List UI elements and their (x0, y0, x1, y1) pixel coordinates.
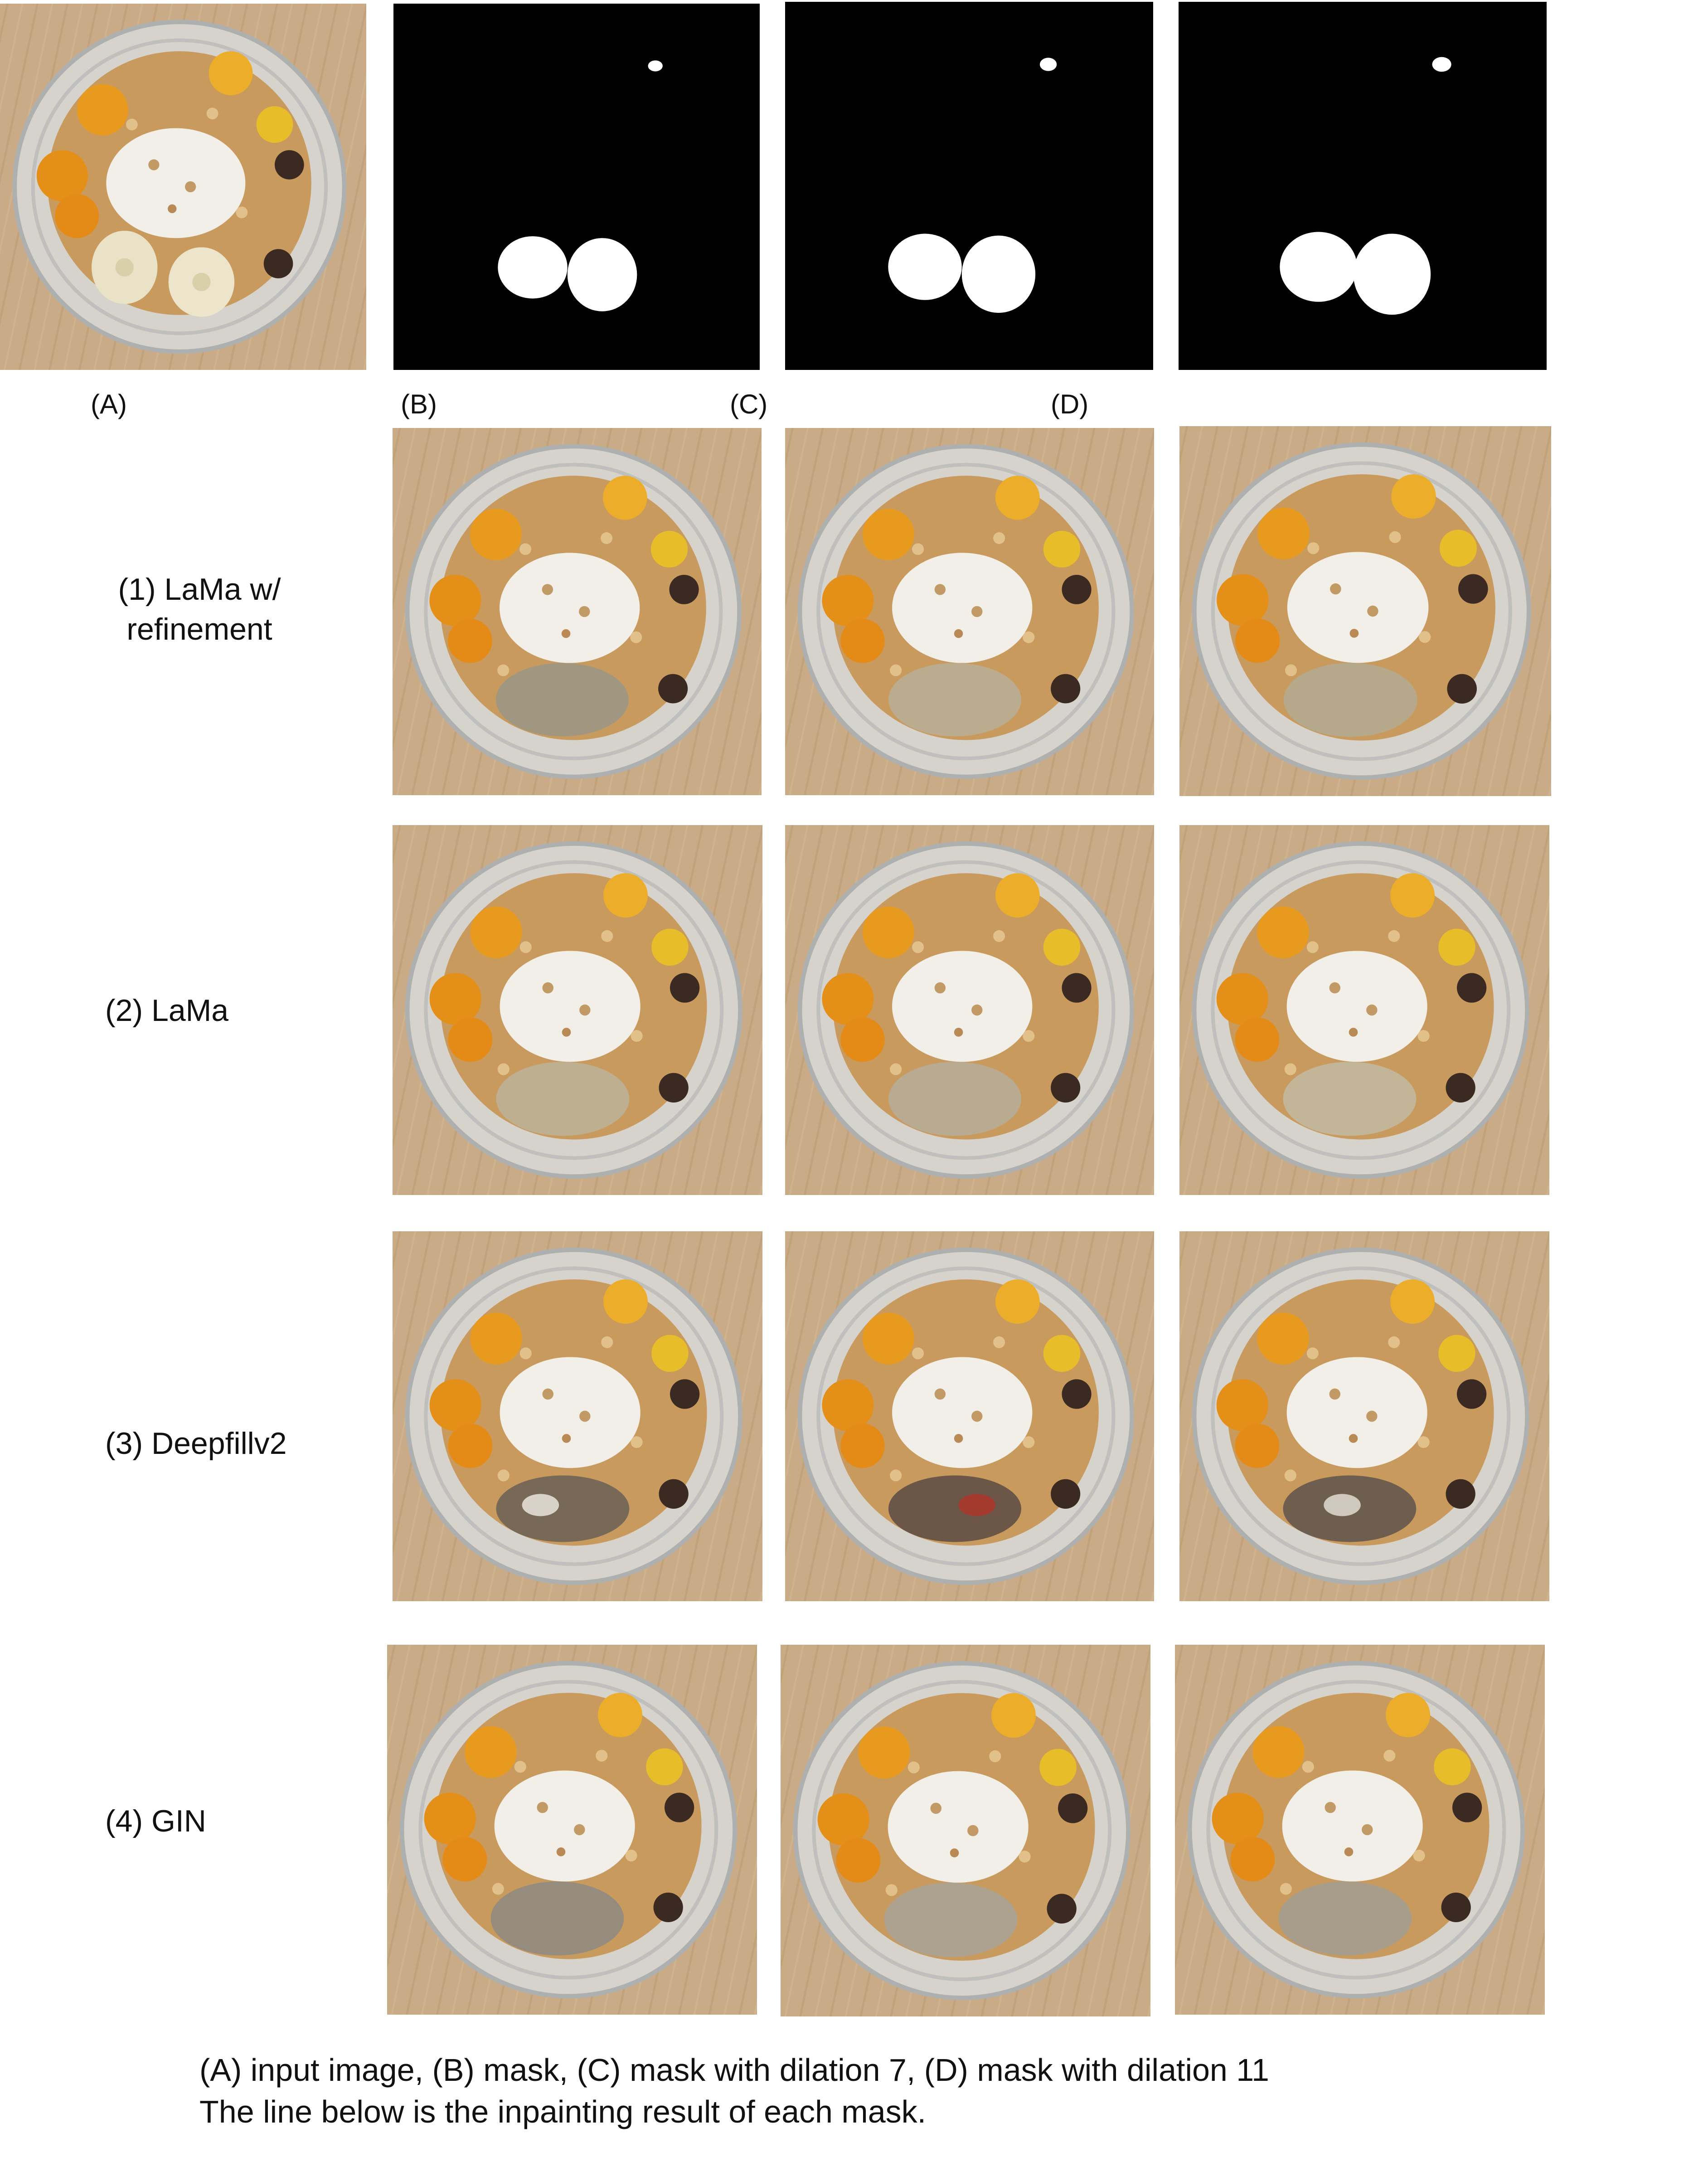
column-label-d: (D) (1051, 389, 1089, 419)
result-gin-dilation-7 (781, 1645, 1150, 2016)
result-gin-mask (387, 1645, 757, 2015)
mask-image (393, 4, 760, 370)
result-deepfillv2-dilation-11 (1179, 1231, 1549, 1601)
row-label-lama-refinement: (1) LaMa w/ refinement (100, 569, 299, 650)
result-lama-refinement-mask (393, 428, 762, 795)
result-lama-refinement-dilation-11 (1179, 426, 1551, 796)
row-label-gin: (4) GIN (105, 1804, 206, 1838)
row-label-lama: (2) LaMa (105, 993, 229, 1028)
column-label-c: (C) (730, 389, 768, 419)
result-deepfillv2-dilation-7 (785, 1231, 1154, 1601)
figure-caption: (A) input image, (B) mask, (C) mask with… (199, 2049, 1269, 2133)
result-lama-dilation-11 (1179, 825, 1549, 1195)
result-lama-refinement-dilation-7 (785, 428, 1154, 795)
result-lama-dilation-7 (785, 825, 1154, 1195)
mask-dilation-7-image (785, 2, 1153, 370)
column-label-b: (B) (401, 389, 437, 419)
row-label-line: (1) LaMa w/ (118, 572, 281, 607)
row-label-deepfillv2: (3) Deepfillv2 (105, 1426, 287, 1461)
caption-line-2: The line below is the inpainting result … (199, 2094, 927, 2130)
result-deepfillv2-mask (393, 1231, 762, 1601)
input-image (0, 4, 366, 370)
caption-line-1: (A) input image, (B) mask, (C) mask with… (199, 2052, 1269, 2088)
column-label-a: (A) (91, 389, 127, 419)
result-gin-dilation-11 (1175, 1645, 1545, 2015)
mask-dilation-11-image (1179, 2, 1547, 370)
row-label-line: refinement (126, 612, 272, 647)
result-lama-mask (393, 825, 762, 1195)
